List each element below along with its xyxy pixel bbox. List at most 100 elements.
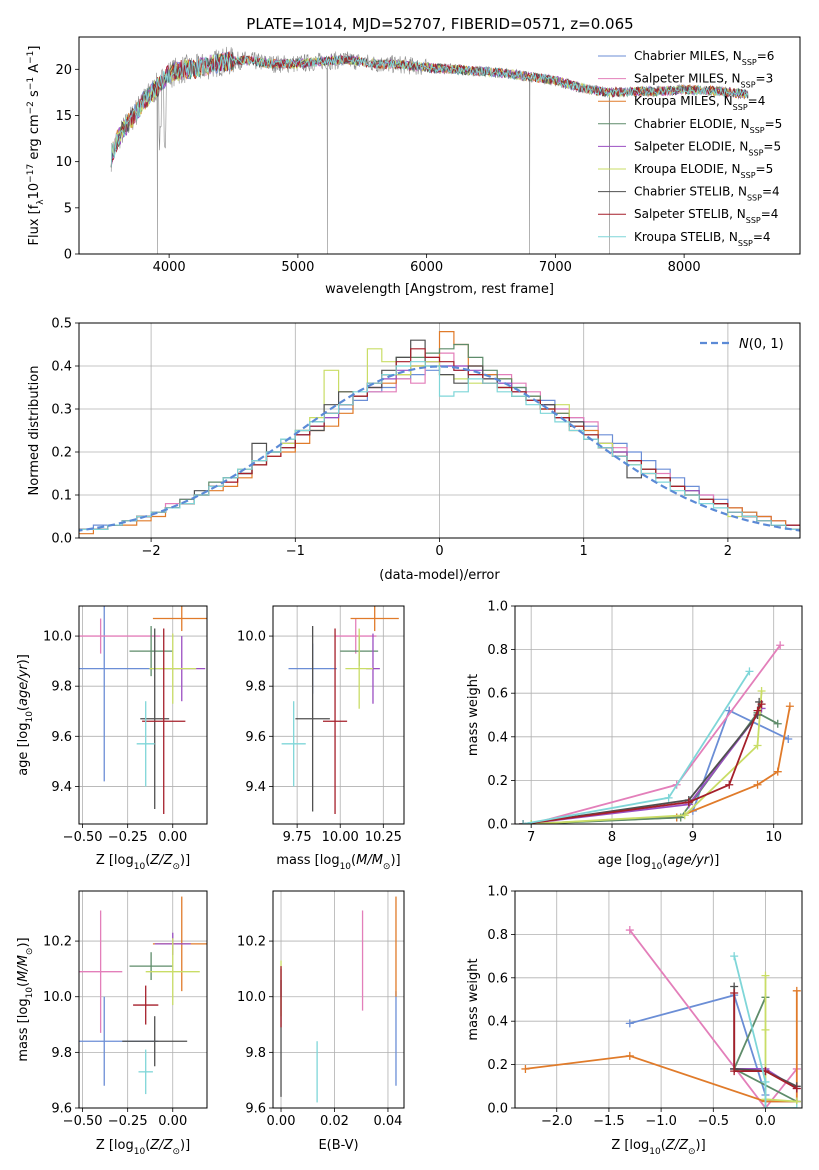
- y-tick-label: 0.5: [51, 317, 72, 332]
- y-tick-label: 10.2: [237, 935, 266, 950]
- x-tick-label: 2: [724, 544, 732, 559]
- y-tick-label: 9.6: [245, 730, 266, 745]
- axis-frame: [272, 890, 405, 1109]
- x-tick-label: 5000: [281, 260, 314, 275]
- plot-area: [79, 896, 207, 1095]
- weight-vs-metallicity-panel: −2.0 −1.5 −1.0 −0.5 0.0 0.0 0.2 0.4 0.6 0.8 1.0 mas…: [466, 885, 803, 1157]
- weight-marker: [792, 986, 801, 995]
- weight-marker: [730, 988, 739, 997]
- weight-marker: [761, 1104, 770, 1108]
- x-tick-label: 6000: [410, 260, 443, 275]
- weight-marker: [773, 767, 782, 776]
- weight-marker: [625, 926, 634, 935]
- plot-area: [280, 896, 397, 1103]
- y-tick-label: 10.0: [237, 990, 266, 1005]
- weight-marker: [757, 700, 766, 709]
- x-tick-label: 9: [689, 830, 697, 845]
- y-tick-label: 0.1: [51, 489, 72, 504]
- data-point: [122, 1016, 188, 1067]
- weight-marker: [527, 820, 536, 824]
- plot-area: [79, 331, 800, 535]
- x-tick-label: 0.04: [373, 1114, 402, 1129]
- x-tick-label: 7000: [539, 260, 572, 275]
- axis-frame: [78, 36, 801, 255]
- weight-line: [733, 993, 798, 1090]
- x-tick-label: 0.0: [755, 1114, 776, 1129]
- data-point: [322, 628, 348, 814]
- weight-marker: [625, 1019, 634, 1028]
- x-axis-label: Z [log10(Z/Z⊙)]: [96, 853, 190, 872]
- weight-marker: [784, 734, 793, 743]
- weight-line: [764, 975, 797, 1103]
- x-tick-label: −2.0: [541, 1114, 573, 1129]
- y-tick-label: 0.2: [487, 1058, 508, 1073]
- legend-label: Chabrier ELODIE, NSSP=5: [634, 117, 782, 135]
- y-tick-label: 10.2: [43, 935, 72, 950]
- model-spectrum: [110, 54, 749, 168]
- x-tick-label: −1.5: [593, 1114, 625, 1129]
- weight-marker: [757, 687, 766, 696]
- figure-title: PLATE=1014, MJD=52707, FIBERID=0571, z=0…: [246, 15, 633, 33]
- axis-frame: [514, 890, 803, 1109]
- legend-label: Salpeter ELODIE, NSSP=5: [634, 139, 781, 157]
- y-tick-label: 1.0: [487, 885, 508, 900]
- y-tick-label: 0.0: [487, 1102, 508, 1117]
- y-tick-label: 9.8: [51, 1046, 72, 1061]
- x-tick-label: 4000: [153, 260, 186, 275]
- y-tick-label: 9.6: [245, 1102, 266, 1117]
- y-axis-label: mass [log10(M/M⊙)]: [16, 937, 35, 1061]
- x-axis-label: Z [log10(Z/Z⊙)]: [611, 1138, 705, 1157]
- x-axis-label: E(B-V): [318, 1138, 358, 1153]
- y-axis-label: mass weight: [466, 958, 481, 1040]
- x-tick-label: 10.00: [322, 830, 359, 845]
- x-axis-label: wavelength [Angstrom, rest frame]: [325, 282, 554, 297]
- spectrum-panel: 4000 5000 6000 7000 8000 0 5 10 15 20 wavelength […: [26, 36, 801, 297]
- x-axis-label: age [log10(age/yr)]: [598, 853, 720, 872]
- y-axis-label: mass weight: [466, 674, 481, 756]
- y-tick-label: 0.3: [51, 403, 72, 418]
- y-axis-label: age [log10(age/yr)]: [16, 654, 35, 776]
- y-tick-label: 0.4: [487, 1015, 508, 1030]
- weight-marker: [625, 1051, 634, 1060]
- y-tick-label: 9.4: [51, 780, 72, 795]
- legend-label: Chabrier STELIB, NSSP=4: [634, 185, 780, 203]
- legend-label: Salpeter STELIB, NSSP=4: [634, 207, 778, 225]
- x-tick-label: −1.0: [645, 1114, 677, 1129]
- y-tick-label: 9.6: [51, 1102, 72, 1117]
- plot-area: [521, 926, 801, 1108]
- legend-label: Kroupa MILES, NSSP=4: [634, 94, 765, 112]
- data-point: [145, 938, 200, 1006]
- data-point: [281, 701, 306, 787]
- weight-marker: [521, 1064, 530, 1073]
- weight-line: [531, 690, 763, 824]
- weight-marker: [753, 741, 762, 750]
- x-tick-label: 0.00: [158, 1114, 187, 1129]
- weight-marker: [753, 706, 762, 715]
- data-point: [79, 606, 159, 782]
- x-axis-label: (data-model)/error: [379, 568, 500, 583]
- age-vs-mass-panel: 9.75 10.00 10.25 9.4 9.6 9.8 10.0 mass [log10(M…: [237, 605, 405, 872]
- y-tick-label: 9.4: [245, 780, 266, 795]
- weight-vs-age-panel: 7 8 9 10 0.0 0.2 0.4 0.6 0.8 1.0 mass weight age [l…: [466, 600, 803, 872]
- x-tick-label: 1: [580, 544, 588, 559]
- y-tick-label: 0: [64, 248, 72, 263]
- weight-marker: [785, 702, 794, 711]
- y-tick-label: 9.8: [245, 1046, 266, 1061]
- x-tick-label: −0.50: [63, 830, 103, 845]
- x-axis-label: Z [log10(Z/Z⊙)]: [96, 1138, 190, 1157]
- x-tick-label: −1: [286, 544, 305, 559]
- weight-marker: [776, 641, 785, 650]
- y-tick-label: 0.0: [51, 532, 72, 547]
- data-point: [129, 952, 173, 981]
- data-point: [149, 633, 197, 704]
- y-tick-label: 5: [64, 201, 72, 216]
- model-spectrum: [110, 51, 748, 168]
- y-tick-label: 9.8: [51, 680, 72, 695]
- y-tick-label: 1.0: [487, 600, 508, 615]
- weight-marker: [761, 1077, 770, 1086]
- y-axis-label: Flux [fλ10−17 erg cm−2 s−1 A−1]: [26, 46, 46, 246]
- weight-marker: [792, 1104, 801, 1108]
- y-tick-label: 0.6: [487, 971, 508, 986]
- y-tick-label: 0.4: [51, 360, 72, 375]
